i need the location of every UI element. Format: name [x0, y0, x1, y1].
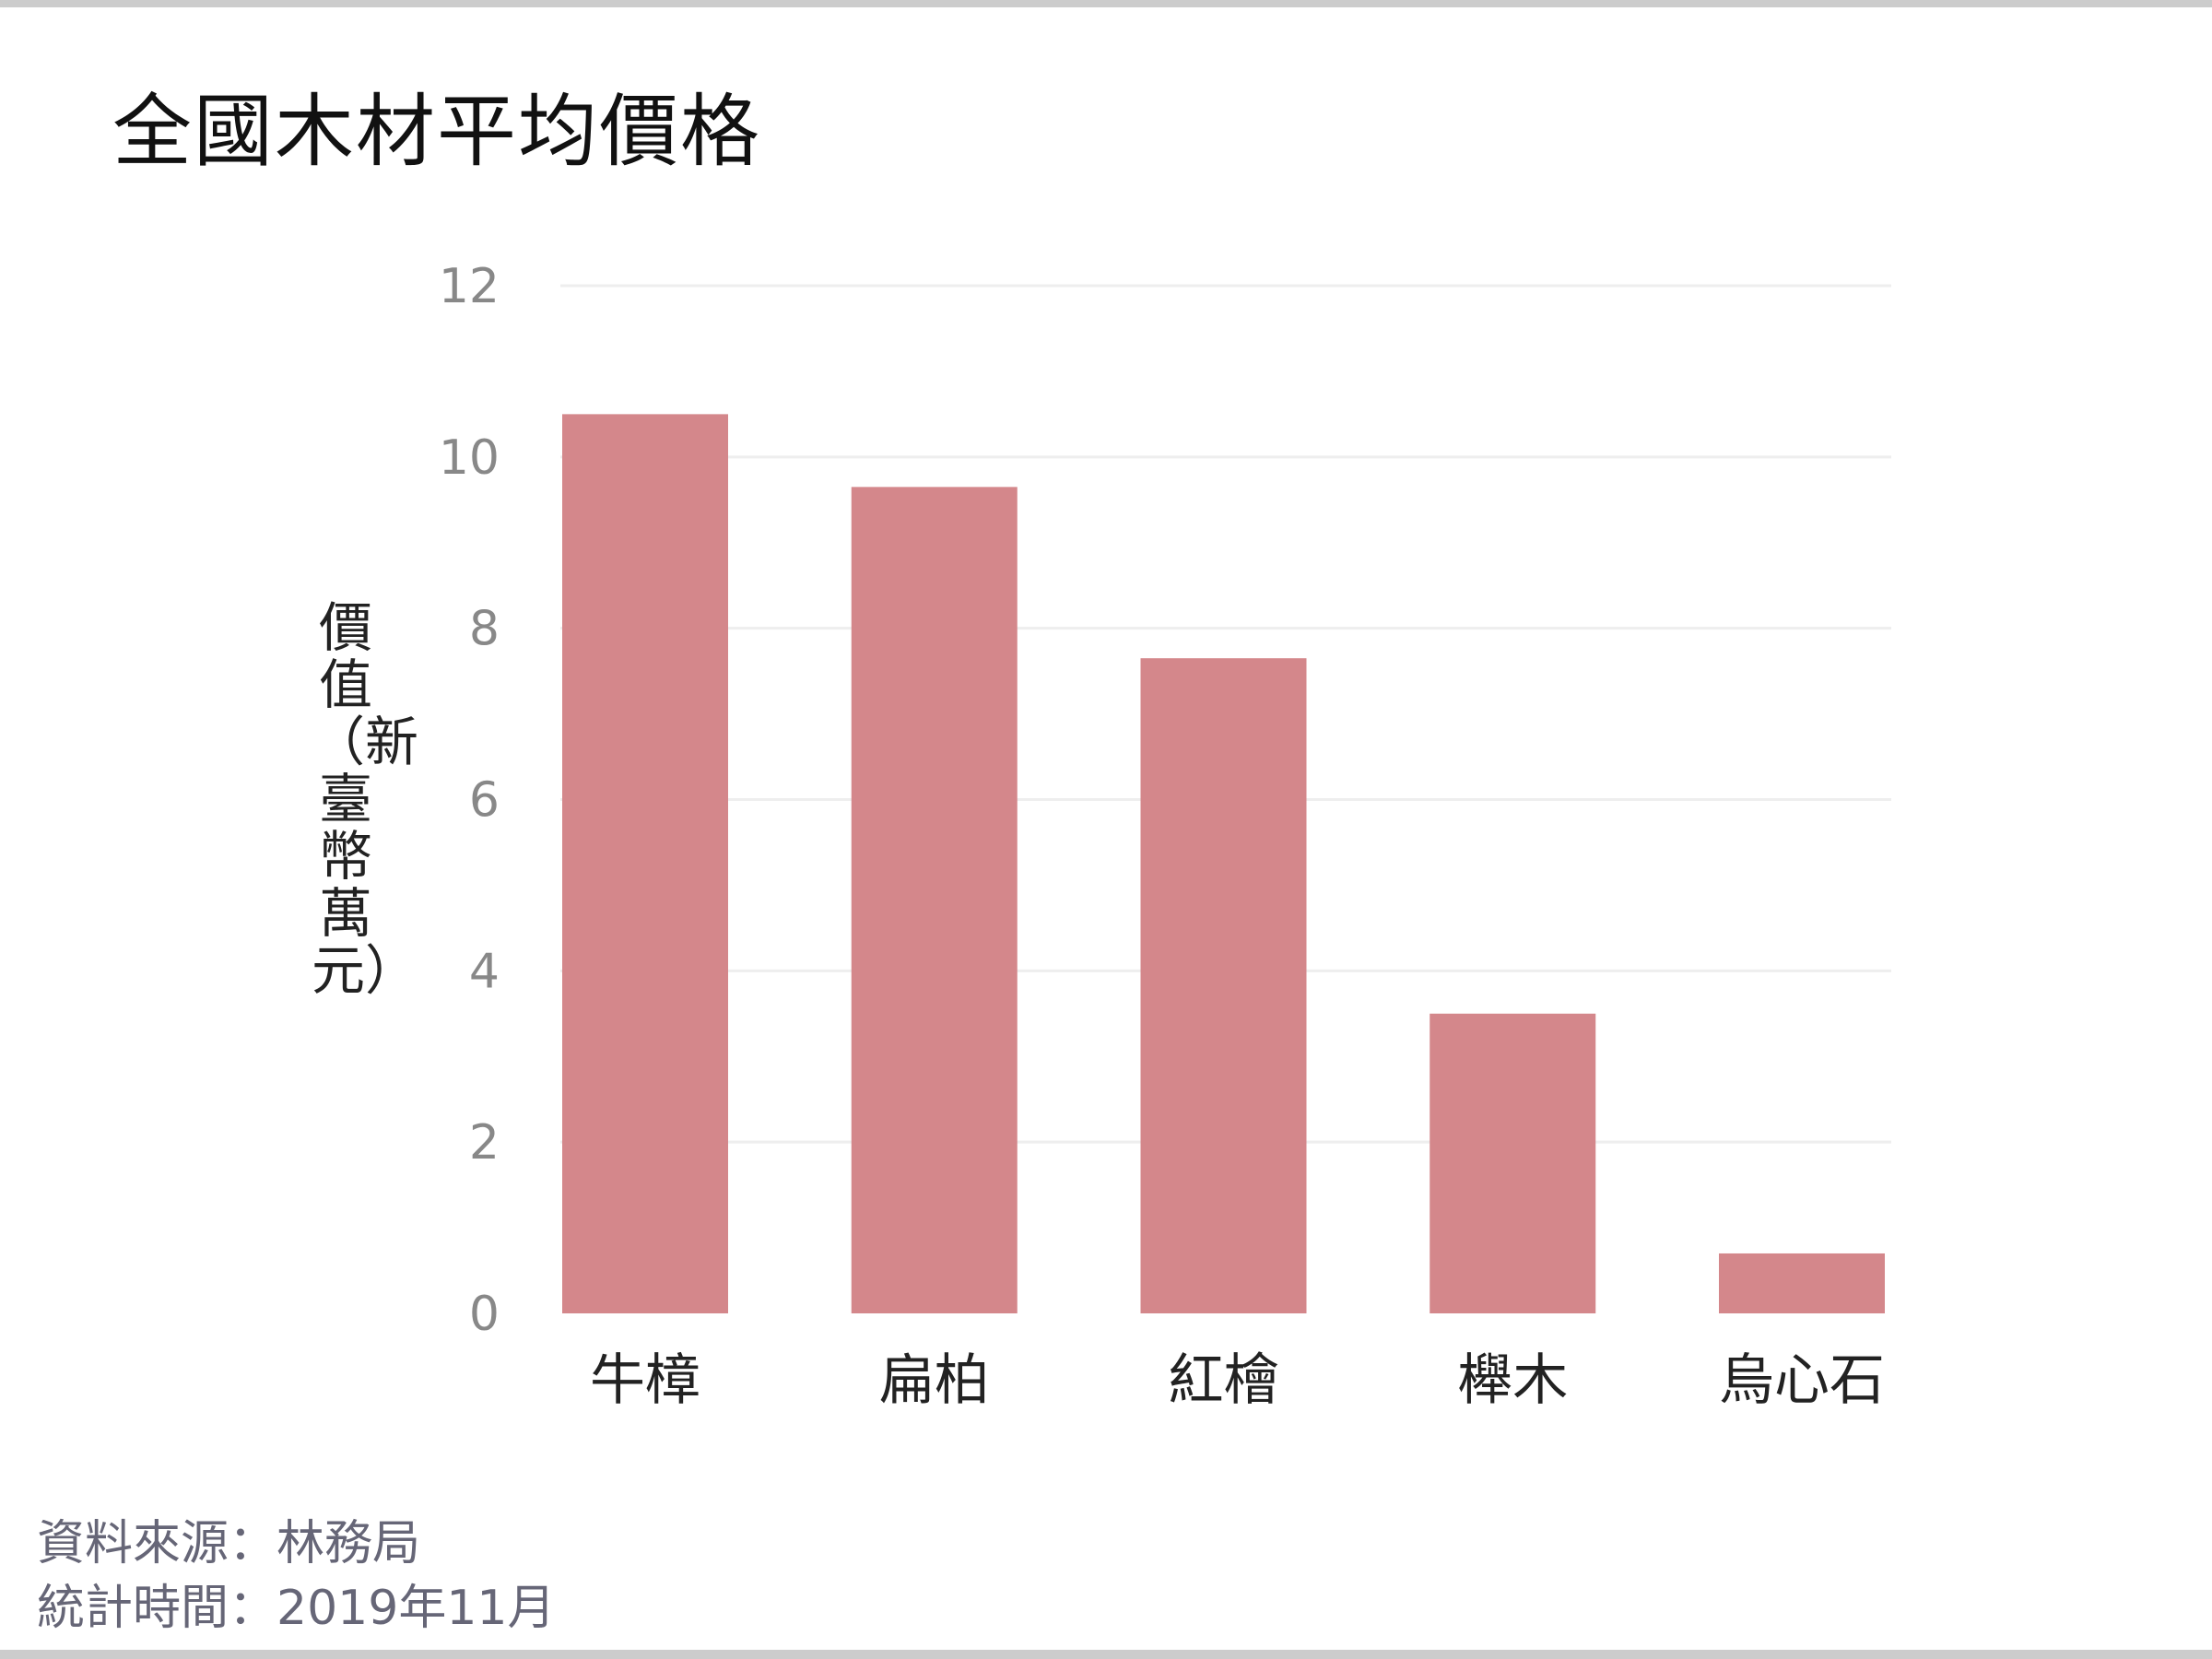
y-tick-label: 4 [469, 944, 500, 999]
bar-櫸木 [1430, 1013, 1596, 1313]
top-border [0, 0, 2212, 7]
y-tick-label: 12 [439, 259, 500, 314]
y-tick-label: 0 [469, 1287, 500, 1342]
bars [562, 414, 1885, 1313]
x-tick-label: 烏心石 [1719, 1348, 1885, 1413]
y-tick-label: 8 [469, 602, 500, 657]
period-note: 統計時間：2019年11月 [37, 1581, 556, 1636]
y-tick-labels: 0 2 4 6 8 10 12 [439, 259, 500, 1342]
bar-紅檜 [1140, 658, 1307, 1313]
x-tick-label: 牛樟 [590, 1348, 700, 1413]
bar-扁柏 [851, 487, 1018, 1313]
chart-title: 全國木材平均價格 [112, 86, 761, 178]
y-tick-label: 6 [469, 773, 500, 829]
source-note: 資料來源：林務局 [37, 1516, 421, 1571]
x-tick-label: 扁柏 [879, 1348, 990, 1413]
y-tick-label: 2 [469, 1115, 500, 1171]
y-axis-label: 價值（新臺幣萬元） [312, 596, 419, 1002]
x-tick-label: 櫸木 [1457, 1348, 1568, 1413]
bar-烏心石 [1719, 1253, 1885, 1313]
x-tick-label: 紅檜 [1169, 1348, 1279, 1413]
bottom-border [0, 1650, 2212, 1659]
bar-牛樟 [562, 414, 728, 1313]
y-tick-label: 10 [439, 430, 500, 486]
x-tick-labels: 牛樟 扁柏 紅檜 櫸木 烏心石 [590, 1348, 1885, 1413]
